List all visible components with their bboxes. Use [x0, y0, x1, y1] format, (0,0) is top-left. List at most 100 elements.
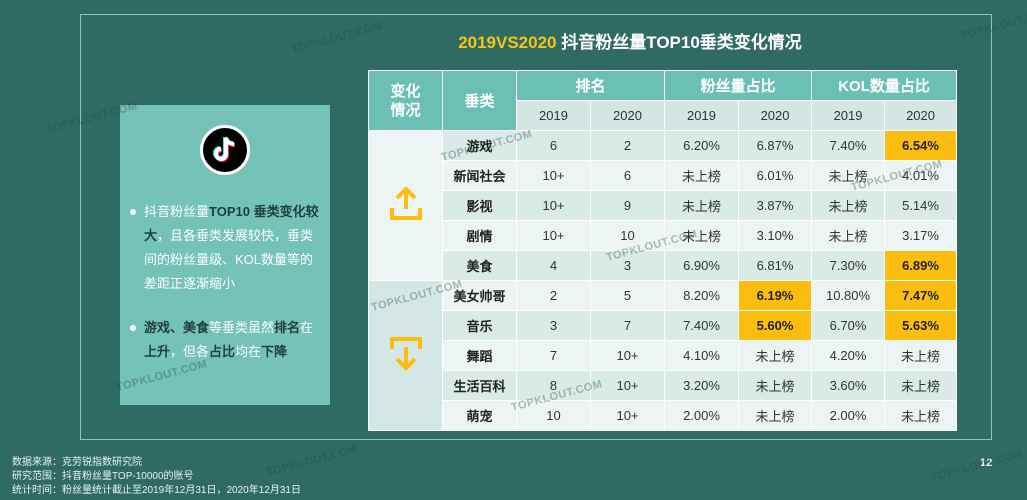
kol-2019-cell: 3.60%	[811, 370, 886, 401]
bullet-text-segment: 游戏、美食	[144, 320, 210, 335]
rank-2020-cell: 9	[589, 190, 666, 221]
upload-arrow-up-icon	[389, 186, 423, 226]
category-cell: 音乐	[442, 310, 517, 341]
category-cell: 舞蹈	[442, 340, 517, 371]
kol-2019-cell: 未上榜	[811, 190, 886, 221]
kol-2020-cell: 未上榜	[884, 370, 958, 401]
kol-2019-cell: 2.00%	[811, 400, 886, 431]
table-row: 影视 10+ 9 未上榜 3.87% 未上榜 5.14%	[369, 190, 958, 221]
kol-2020-cell: 未上榜	[884, 400, 958, 431]
table-row: 生活百科 8 10+ 3.20% 未上榜 3.60% 未上榜	[369, 370, 958, 401]
rank-2019-cell: 6	[516, 130, 591, 161]
fan-2020-cell: 未上榜	[738, 370, 813, 401]
kol-2020-cell: 5.14%	[884, 190, 958, 221]
rank-2019-cell: 10+	[516, 220, 591, 251]
fan-2019-cell: 3.20%	[664, 370, 740, 401]
summary-card: 抖音粉丝量TOP10 垂类变化较大，且各垂类发展较快，垂类间的粉丝量级、KOL数…	[120, 105, 330, 405]
bullet-text-segment: 在	[300, 320, 314, 335]
category-cell: 游戏	[442, 130, 517, 161]
kol-2019-cell: 7.40%	[811, 130, 886, 161]
table-row: 美女帅哥 2 5 8.20% 6.19% 10.80% 7.47%	[368, 280, 958, 431]
kol-2019-cell: 未上榜	[811, 160, 886, 191]
bullet-text-segment: 排名	[274, 320, 301, 335]
fan-2019-cell: 2.00%	[664, 400, 740, 431]
header-category: 垂类	[442, 70, 517, 131]
bullet-text-segment: ，但各	[170, 344, 210, 359]
rank-2019-cell: 8	[516, 370, 591, 401]
fan-2019-cell: 4.10%	[664, 340, 740, 371]
page-title: 2019VS2020 抖音粉丝量TOP10垂类变化情况	[380, 28, 880, 53]
kol-2020-cell: 5.63%	[884, 310, 958, 341]
fan-2019-cell: 6.20%	[664, 130, 740, 161]
fan-2020-cell: 6.87%	[738, 130, 813, 161]
watermark: TOPKLOUT.COM	[930, 448, 1024, 484]
footer-time: 统计时间：粉丝量统计截止至2019年12月31日，2020年12月31日	[12, 485, 301, 496]
rank-2020-cell: 2	[589, 130, 666, 161]
header-rank-2019: 2019	[516, 100, 591, 131]
kol-2020-cell: 6.89%	[884, 250, 958, 281]
table-row: 萌宠 10 10+ 2.00% 未上榜 2.00% 未上榜	[369, 400, 958, 431]
kol-2020-cell: 7.47%	[884, 280, 958, 311]
rank-2020-cell: 5	[589, 280, 666, 311]
header-change: 变化情况	[368, 70, 443, 131]
summary-bullets: 抖音粉丝量TOP10 垂类变化较大，且各垂类发展较快，垂类间的粉丝量级、KOL数…	[130, 200, 325, 384]
rank-2020-cell: 10+	[589, 370, 666, 401]
header-fan-2020: 2020	[738, 100, 813, 131]
title-year: 2019VS2020	[458, 33, 557, 52]
table-row: 剧情 10+ 10 未上榜 3.10% 未上榜 3.17%	[369, 220, 958, 251]
kol-2020-cell: 未上榜	[884, 340, 958, 371]
summary-bullet-1: 抖音粉丝量TOP10 垂类变化较大，且各垂类发展较快，垂类间的粉丝量级、KOL数…	[130, 200, 325, 296]
footer-scope: 研究范围：抖音粉丝量TOP-10000的账号	[12, 471, 194, 482]
fan-2020-cell: 6.19%	[738, 280, 813, 311]
category-cell: 剧情	[442, 220, 517, 251]
fan-2020-cell: 5.60%	[738, 310, 813, 341]
fan-2019-cell: 未上榜	[664, 160, 740, 191]
fan-2019-cell: 未上榜	[664, 220, 740, 251]
table-row: 游戏 6 2 6.20% 6.87% 7.40% 6.54%	[368, 130, 958, 281]
summary-bullet-2: 游戏、美食等垂类虽然排名在上升，但各占比均在下降	[130, 316, 325, 364]
kol-2020-cell: 6.54%	[884, 130, 958, 161]
category-cell: 影视	[442, 190, 517, 221]
bullet-text-segment: 上升	[144, 344, 171, 359]
change-down-cell	[368, 280, 443, 431]
bullet-text-segment: ，且各垂类发展较快，垂类间的粉丝量级、KOL数量等的差距正逐渐缩小	[144, 228, 314, 291]
header-kol-2020: 2020	[884, 100, 958, 131]
download-arrow-down-icon	[389, 337, 423, 376]
table-row: 美食 4 3 6.90% 6.81% 7.30% 6.89%	[369, 250, 958, 281]
fan-2019-cell: 未上榜	[664, 190, 740, 221]
header-fan-share: 粉丝量占比	[664, 70, 813, 101]
fan-2020-cell: 6.81%	[738, 250, 813, 281]
rank-2020-cell: 6	[589, 160, 666, 191]
kol-2019-cell: 6.70%	[811, 310, 886, 341]
fan-2020-cell: 未上榜	[738, 340, 813, 371]
rank-2020-cell: 10	[589, 220, 666, 251]
rank-2019-cell: 7	[516, 340, 591, 371]
rank-2019-cell: 10	[516, 400, 591, 431]
header-rank: 排名	[515, 70, 666, 101]
rank-2020-cell: 3	[589, 250, 666, 281]
category-cell: 美食	[442, 250, 517, 281]
bullet-text-segment: 占比	[209, 344, 236, 359]
footer-source: 数据来源：克劳锐指数研究院	[12, 457, 142, 468]
header-rank-2020: 2020	[589, 100, 666, 131]
fan-2019-cell: 6.90%	[664, 250, 740, 281]
rank-2019-cell: 10+	[516, 190, 591, 221]
fan-2020-cell: 未上榜	[738, 400, 813, 431]
rank-2019-cell: 10+	[516, 160, 591, 191]
rank-2019-cell: 2	[516, 280, 591, 311]
kol-2019-cell: 7.30%	[811, 250, 886, 281]
table-row: 舞蹈 7 10+ 4.10% 未上榜 4.20% 未上榜	[369, 340, 958, 371]
rank-2019-cell: 3	[516, 310, 591, 341]
change-up-cell	[368, 130, 443, 281]
category-comparison-table: 变化情况 垂类 排名 粉丝量占比 KOL数量占比 2019 2020 2019 …	[368, 70, 958, 431]
page-number: 12	[980, 457, 993, 469]
rank-2020-cell: 10+	[589, 340, 666, 371]
header-kol-share: KOL数量占比	[811, 70, 958, 101]
rank-2020-cell: 10+	[589, 400, 666, 431]
fan-2020-cell: 6.01%	[738, 160, 813, 191]
kol-2019-cell: 未上榜	[811, 220, 886, 251]
category-cell: 新闻社会	[442, 160, 517, 191]
kol-2020-cell: 4.01%	[884, 160, 958, 191]
rank-2020-cell: 7	[589, 310, 666, 341]
slide-frame	[80, 14, 992, 440]
